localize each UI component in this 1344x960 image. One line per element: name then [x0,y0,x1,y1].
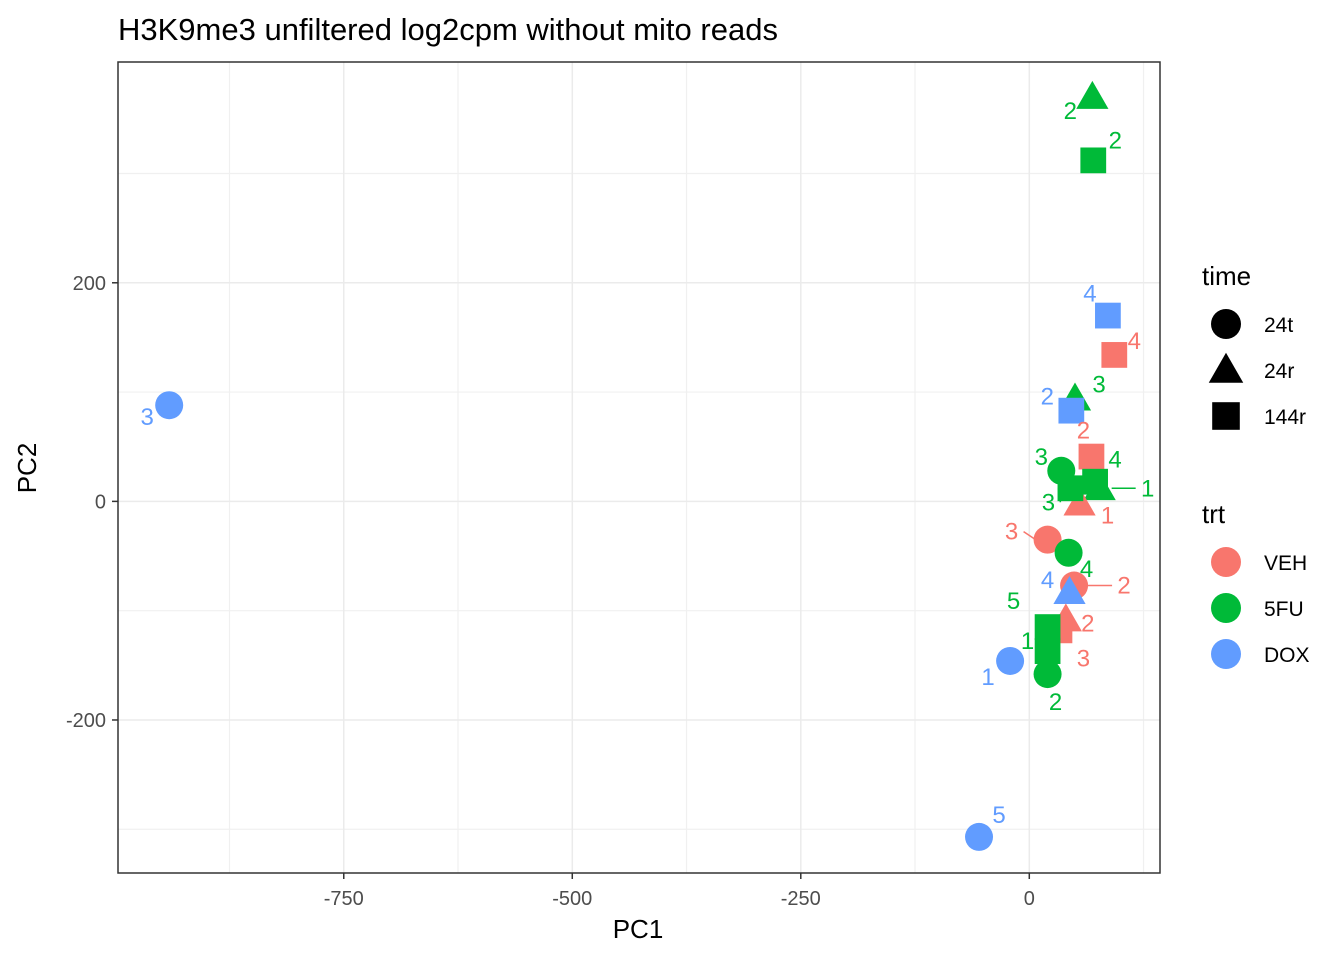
legend-label: VEH [1264,552,1307,575]
data-point-label: 5 [992,802,1005,829]
data-point [996,646,1025,675]
legend-key [1208,352,1244,383]
y-tick-label: -200 [66,710,106,732]
data-point-label: 4 [1083,281,1096,308]
legend-key [1211,639,1241,669]
data-point [1057,475,1084,502]
data-point-label: 2 [1041,384,1054,411]
data-point-label: 2 [1064,98,1077,125]
x-axis-title: PC1 [613,914,664,944]
data-point-label: 1 [981,664,994,691]
data-point-label: 4 [1080,556,1093,583]
y-tick-label: 200 [73,273,106,295]
data-point-label: 3 [1077,645,1090,672]
data-points [155,80,1128,851]
chart-title: H3K9me3 unfiltered log2cpm without mito … [118,12,778,47]
data-point-label: 3 [1035,444,1048,471]
legend-key [1212,402,1240,430]
x-tick-label: -750 [324,888,364,910]
data-point-label: 4 [1041,567,1054,594]
data-point-label: 2 [1081,610,1094,637]
data-point-label: 1 [1141,475,1154,502]
data-point-label: 4 [1128,328,1141,355]
legend-label: 24r [1264,360,1294,383]
y-tick-label: 0 [95,491,106,513]
data-point-label: 4 [1108,447,1121,474]
data-point-label: 5 [1007,588,1020,615]
legend-label: 24t [1264,314,1293,337]
data-point [1034,614,1061,640]
data-point-label: 3 [141,404,154,431]
x-tick-label: -500 [552,888,592,910]
data-point [1076,80,1109,109]
data-point [1054,538,1083,567]
legend-label: 5FU [1264,598,1304,621]
data-point-label: 3 [1042,489,1055,516]
x-axis: -750 -500 -250 0 [324,873,1035,910]
legend-time: time 24t 24r 144r [1202,261,1306,430]
data-point [1034,638,1061,665]
y-axis-title: PC2 [12,443,42,494]
data-point-label: 3 [1092,372,1105,399]
legend-label: 144r [1264,406,1306,429]
data-point-label: 3 [1005,519,1018,546]
legend-title: trt [1202,499,1226,529]
label-leader-line [1023,531,1036,541]
data-point [1063,487,1096,516]
data-point [155,391,184,420]
label-leader-line [1057,488,1062,503]
legend-title: time [1202,261,1251,291]
data-point-label: 2 [1049,689,1062,716]
legend-key [1211,547,1241,577]
data-point [1058,397,1085,424]
data-point-label: 1 [1101,503,1114,530]
data-point [1095,302,1121,329]
panel-border [117,61,1161,874]
data-point [965,822,994,851]
legend-label: DOX [1264,644,1310,667]
data-point-label: 2 [1117,573,1130,600]
data-point-label: 1 [1021,628,1034,655]
data-point-label: 2 [1077,418,1090,445]
data-point [1101,342,1128,368]
x-tick-label: -250 [781,888,821,910]
data-point-label: 2 [1109,127,1122,154]
y-axis: -200 0 200 [66,273,118,732]
legend-area: time 24t 24r 144r trt VEH 5FU DOX [1202,261,1310,669]
data-point [1080,147,1107,174]
data-point [1078,443,1105,470]
data-point [1033,660,1062,689]
data-point [1053,576,1086,605]
x-tick-label: 0 [1024,888,1035,910]
panel-background [118,62,1160,873]
data-point [1033,525,1062,554]
legend-key [1211,309,1241,339]
legend-key [1211,593,1241,623]
data-point [1082,468,1108,495]
legend-trt: trt VEH 5FU DOX [1202,499,1310,669]
